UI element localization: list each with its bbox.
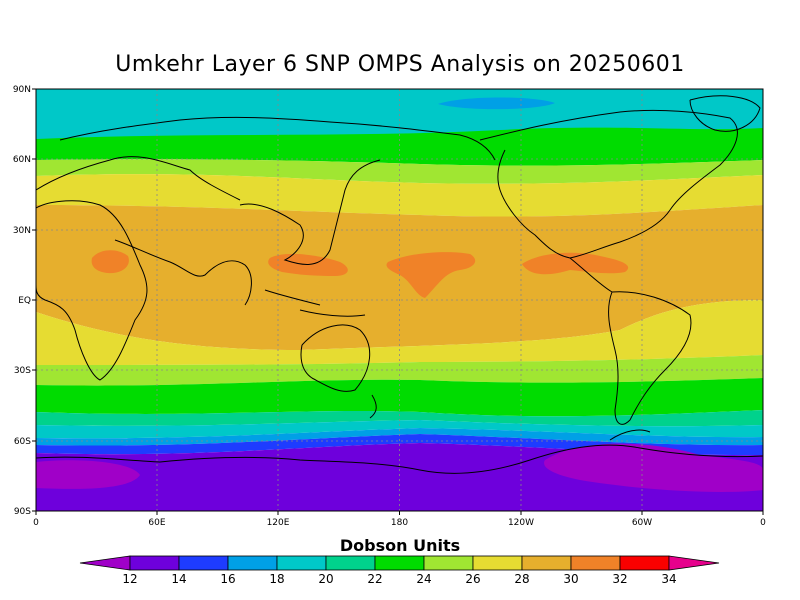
colorbar-label: 26: [465, 572, 480, 586]
colorbar-segment: [276, 555, 327, 571]
colorbar-segment: [129, 555, 180, 571]
lat-label: 60N: [13, 155, 31, 165]
colorbar-label: 34: [661, 572, 676, 586]
colorbar-segment: [325, 555, 376, 571]
colorbar: 12 14 16 18 20 22 24 26 28 30 32 34: [79, 555, 720, 586]
colorbar-segment: [619, 555, 670, 571]
colorbar-label: 22: [367, 572, 382, 586]
map-title: Umkehr Layer 6 SNP OMPS Analysis on 2025…: [115, 52, 685, 77]
lon-label: 180: [391, 518, 408, 528]
colorbar-label: 12: [122, 572, 137, 586]
colorbar-label: 20: [318, 572, 333, 586]
lon-label: 120W: [508, 518, 534, 528]
contour-field: [36, 89, 763, 511]
colorbar-label: 28: [514, 572, 529, 586]
gridlines: [36, 89, 763, 511]
colorbar-label: 18: [269, 572, 284, 586]
colorbar-label: 30: [563, 572, 578, 586]
colorbar-segment: [521, 555, 572, 571]
colorbar-low-arrow: [79, 555, 131, 571]
colorbar-label: 32: [612, 572, 627, 586]
lon-label: 0: [33, 518, 39, 528]
colorbar-high-arrow: [668, 555, 720, 571]
axis-ticks: [32, 88, 764, 515]
colorbar-segment: [227, 555, 278, 571]
colorbar-segment: [178, 555, 229, 571]
lon-label: 60W: [632, 518, 652, 528]
lat-label: 30N: [13, 226, 31, 236]
colorbar-segment: [423, 555, 474, 571]
colorbar-label: 24: [416, 572, 431, 586]
coastlines: [36, 95, 763, 474]
colorbar-title: Dobson Units: [339, 536, 461, 555]
colorbar-label: 16: [220, 572, 235, 586]
lat-label: EQ: [18, 296, 31, 306]
lon-label: 120E: [267, 518, 290, 528]
lat-label: 60S: [14, 437, 31, 447]
lat-label: 30S: [14, 366, 31, 376]
colorbar-segment: [374, 555, 425, 571]
lon-label: 60E: [148, 518, 165, 528]
lon-label: 0: [760, 518, 766, 528]
colorbar-segment: [570, 555, 621, 571]
lat-label: 90S: [14, 507, 31, 517]
colorbar-segment: [472, 555, 523, 571]
lat-label: 90N: [13, 85, 31, 95]
colorbar-label: 14: [171, 572, 186, 586]
